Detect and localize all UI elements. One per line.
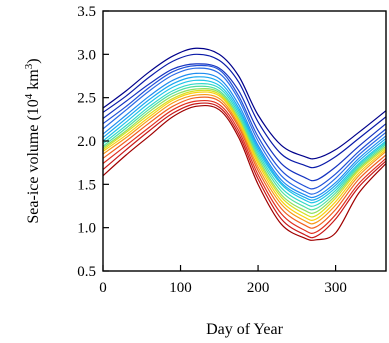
series-line-9 bbox=[102, 83, 387, 207]
y-axis-label: Sea-ice volume (104 km3) bbox=[23, 58, 42, 223]
plot-frame bbox=[102, 10, 387, 272]
series-line-7 bbox=[102, 76, 387, 201]
series-line-8 bbox=[102, 79, 387, 204]
series-line-2 bbox=[102, 53, 387, 169]
y-tick-label-2.5: 2.5 bbox=[77, 91, 96, 107]
series-line-16 bbox=[102, 99, 387, 234]
y-tick-label-0.5: 0.5 bbox=[77, 264, 96, 280]
series-line-6 bbox=[102, 72, 387, 199]
series-line-3 bbox=[102, 63, 387, 182]
y-tick-label-2: 2.0 bbox=[77, 134, 96, 150]
x-tick-label-100: 100 bbox=[169, 280, 192, 296]
series-line-10 bbox=[102, 85, 387, 211]
y-axis-label-mid: km bbox=[25, 69, 42, 94]
series-line-11 bbox=[102, 87, 387, 214]
series-line-15 bbox=[102, 96, 387, 229]
x-tick-label-200: 200 bbox=[247, 280, 270, 296]
x-axis-label: Day of Year bbox=[206, 321, 284, 338]
x-tick-label-0: 0 bbox=[99, 280, 107, 296]
series-line-13 bbox=[102, 91, 387, 221]
series-line-18 bbox=[102, 104, 387, 241]
y-tick-label-1.5: 1.5 bbox=[77, 177, 96, 193]
y-axis-label-post: ) bbox=[25, 58, 42, 63]
series-line-1 bbox=[102, 47, 387, 160]
series-line-14 bbox=[102, 93, 387, 225]
y-axis-label-exp1: 4 bbox=[23, 93, 35, 99]
series-line-4 bbox=[102, 64, 387, 190]
y-axis-label-pre: Sea-ice volume (10 bbox=[25, 99, 42, 223]
y-axis-label-exp2: 3 bbox=[23, 63, 35, 69]
series-line-5 bbox=[102, 67, 387, 195]
y-tick-label-1: 1.0 bbox=[77, 221, 96, 237]
series-line-12 bbox=[102, 89, 387, 218]
series-line-17 bbox=[102, 102, 387, 239]
series-layer bbox=[102, 47, 387, 241]
tick-layer: 0 100 200 300 0.5 1.0 1.5 2.0 2.5 3.0 3.5 bbox=[77, 4, 347, 296]
x-tick-label-300: 300 bbox=[324, 280, 347, 296]
y-tick-label-3.5: 3.5 bbox=[77, 4, 96, 20]
y-tick-label-3: 3.0 bbox=[77, 47, 96, 63]
